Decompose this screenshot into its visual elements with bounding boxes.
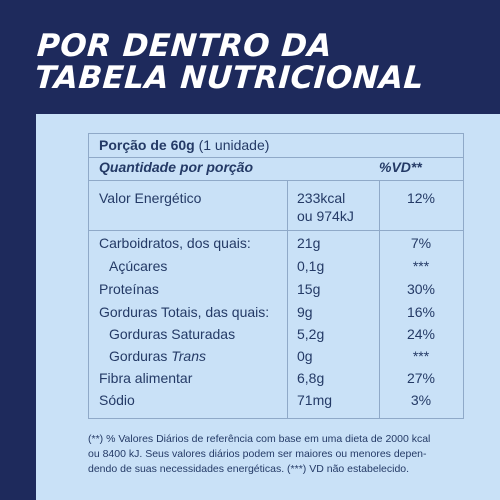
column-divider [287,180,288,418]
title-line-2: TABELA NUTRICIONAL [33,60,426,96]
vd-header: %VD** [379,159,422,175]
row-vd: *** [412,258,430,274]
row-label: Açúcares [109,258,168,274]
row-vd: 24% [406,326,436,342]
page-title: POR DENTRO DA TABELA NUTRICIONAL [33,28,428,96]
row-amount-alt: ou 974kJ [297,208,354,224]
nutrition-panel: Porção de 60g (1 unidade) Quantidade por… [36,114,500,500]
footnote-line-3: dendo de suas necessidades energéticas. … [88,463,410,475]
row-label: Fibra alimentar [99,370,193,386]
row-amount: 5,2g [297,326,325,342]
row-label: Gorduras Saturadas [109,326,236,342]
row-label: Sódio [99,392,135,408]
portion-unit: (1 unidade) [198,137,270,153]
row-label: Gorduras Trans [109,348,206,364]
quantity-header: Quantidade por porção [99,159,254,175]
row-vd: 12% [406,190,436,206]
row-label: Proteínas [99,281,159,297]
row-vd: 3% [410,392,432,408]
row-label-text: Gorduras [109,348,168,364]
row-vd: 27% [406,370,436,386]
header-divider [89,157,463,158]
row-amount: 71mg [297,392,333,408]
portion-label: Porção de 60g [99,137,195,153]
row-amount: 0,1g [297,258,325,274]
nutrition-table: Porção de 60g (1 unidade) Quantidade por… [88,133,464,419]
title-line-1: POR DENTRO DA [35,28,334,64]
row-label: Carboidratos, dos quais: [99,235,251,251]
row-label: Valor Energético [99,190,202,206]
row-amount: 9g [297,304,313,320]
column-divider [379,180,380,418]
row-divider [89,230,463,231]
row-amount: 0g [297,348,313,364]
footnote: (**) % Valores Diários de referência com… [88,432,468,477]
row-vd: 30% [406,281,436,297]
row-amount: 233kcal [297,190,346,206]
row-label: Gorduras Totais, das quais: [99,304,270,320]
footnote-line-1: (**) % Valores Diários de referência com… [88,433,431,445]
row-vd: 7% [410,235,432,251]
row-amount: 21g [297,235,321,251]
portion-header: Porção de 60g (1 unidade) [99,137,269,153]
row-vd: *** [412,348,430,364]
row-vd: 16% [406,304,436,320]
footnote-line-2: ou 8400 kJ. Seus valores diários podem s… [88,448,427,460]
row-amount: 6,8g [297,370,325,386]
row-label-italic: Trans [171,348,206,364]
header-bottom-divider [89,180,463,181]
row-amount: 15g [297,281,321,297]
